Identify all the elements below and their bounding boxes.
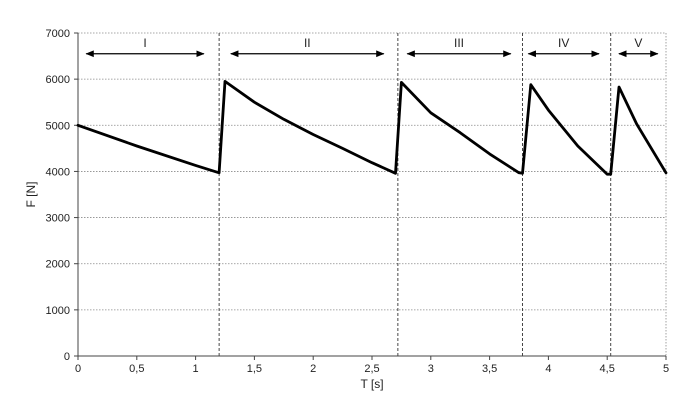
y-axis-label: F [N] xyxy=(24,182,38,208)
segment-label: II xyxy=(304,36,311,50)
x-tick-label: 3,5 xyxy=(482,363,497,375)
y-tick-label: 2000 xyxy=(46,259,70,271)
y-tick-label: 5000 xyxy=(46,120,70,132)
segment-label: V xyxy=(634,36,642,50)
segment-label: III xyxy=(454,36,464,50)
y-tick-label: 1000 xyxy=(46,305,70,317)
segment-annotations: I II III IV V xyxy=(85,36,659,58)
x-tick-label: 0,5 xyxy=(129,363,144,375)
grid xyxy=(78,32,667,356)
x-tick-label: 4,5 xyxy=(600,363,615,375)
y-tick-label: 6000 xyxy=(46,74,70,86)
segment-boundaries xyxy=(218,33,612,356)
x-tick-label: 5 xyxy=(663,363,669,375)
x-axis-label: T [s] xyxy=(360,377,383,391)
x-tick-label: 2,5 xyxy=(364,363,379,375)
tick-labels: 0 1000 2000 3000 4000 5000 6000 7000 0 0,5 1 1,5 2 2,… xyxy=(46,28,670,375)
y-tick-label: 7000 xyxy=(46,28,70,40)
segment-label: I xyxy=(143,36,146,50)
x-tick-label: 3 xyxy=(428,363,434,375)
x-tick-label: 4 xyxy=(545,363,551,375)
x-tick-label: 1,5 xyxy=(247,363,262,375)
y-tick-label: 3000 xyxy=(46,213,70,225)
x-tick-label: 0 xyxy=(75,363,81,375)
series xyxy=(76,80,668,176)
y-tick-label: 4000 xyxy=(46,166,70,178)
x-tick-label: 1 xyxy=(193,363,199,375)
y-tick-label: 0 xyxy=(64,351,70,363)
force-curve xyxy=(76,80,668,176)
x-tick-label: 2 xyxy=(310,363,316,375)
segment-label: IV xyxy=(558,36,569,50)
axes xyxy=(74,32,667,360)
